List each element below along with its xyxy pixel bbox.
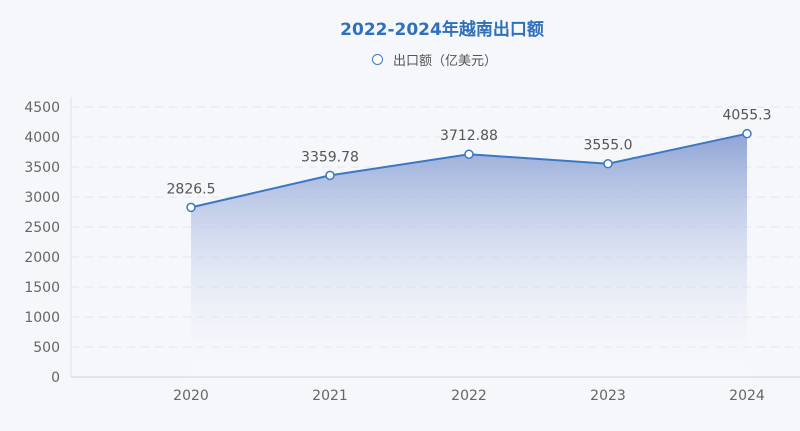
x-tick-label: 2022: [451, 388, 487, 404]
data-label: 3359.78: [301, 149, 359, 165]
data-point: [186, 202, 196, 213]
y-tick-label: 0: [51, 370, 60, 386]
x-tick-label: 2021: [312, 388, 348, 404]
data-label: 3712.88: [440, 128, 498, 144]
chart-title: 2022-2024年越南出口额: [340, 20, 544, 40]
y-tick-label: 2500: [24, 220, 60, 236]
y-tick-label: 1500: [24, 280, 60, 296]
y-tick-label: 2000: [24, 250, 60, 266]
data-label: 2826.5: [167, 181, 216, 197]
y-tick-label: 3000: [24, 190, 60, 206]
area-fill: [191, 133, 747, 377]
data-label: 3555.0: [584, 138, 633, 154]
y-tick-label: 4000: [24, 130, 60, 146]
x-tick-label: 2024: [729, 388, 765, 404]
y-tick-label: 3500: [24, 160, 60, 176]
y-tick-label: 500: [33, 340, 60, 356]
data-point: [325, 170, 335, 181]
legend[interactable]: 出口额（亿美元）: [372, 50, 497, 69]
y-tick-label: 4500: [24, 100, 60, 116]
legend-label: 出口额（亿美元）: [393, 54, 498, 69]
legend-marker-icon: [372, 54, 383, 65]
data-point: [742, 128, 752, 139]
data-label: 4055.3: [723, 108, 772, 124]
x-tick-label: 2020: [173, 388, 209, 404]
x-tick-label: 2023: [590, 388, 626, 404]
data-point: [603, 158, 613, 169]
data-point: [464, 149, 474, 159]
y-tick-label: 1000: [24, 310, 60, 326]
